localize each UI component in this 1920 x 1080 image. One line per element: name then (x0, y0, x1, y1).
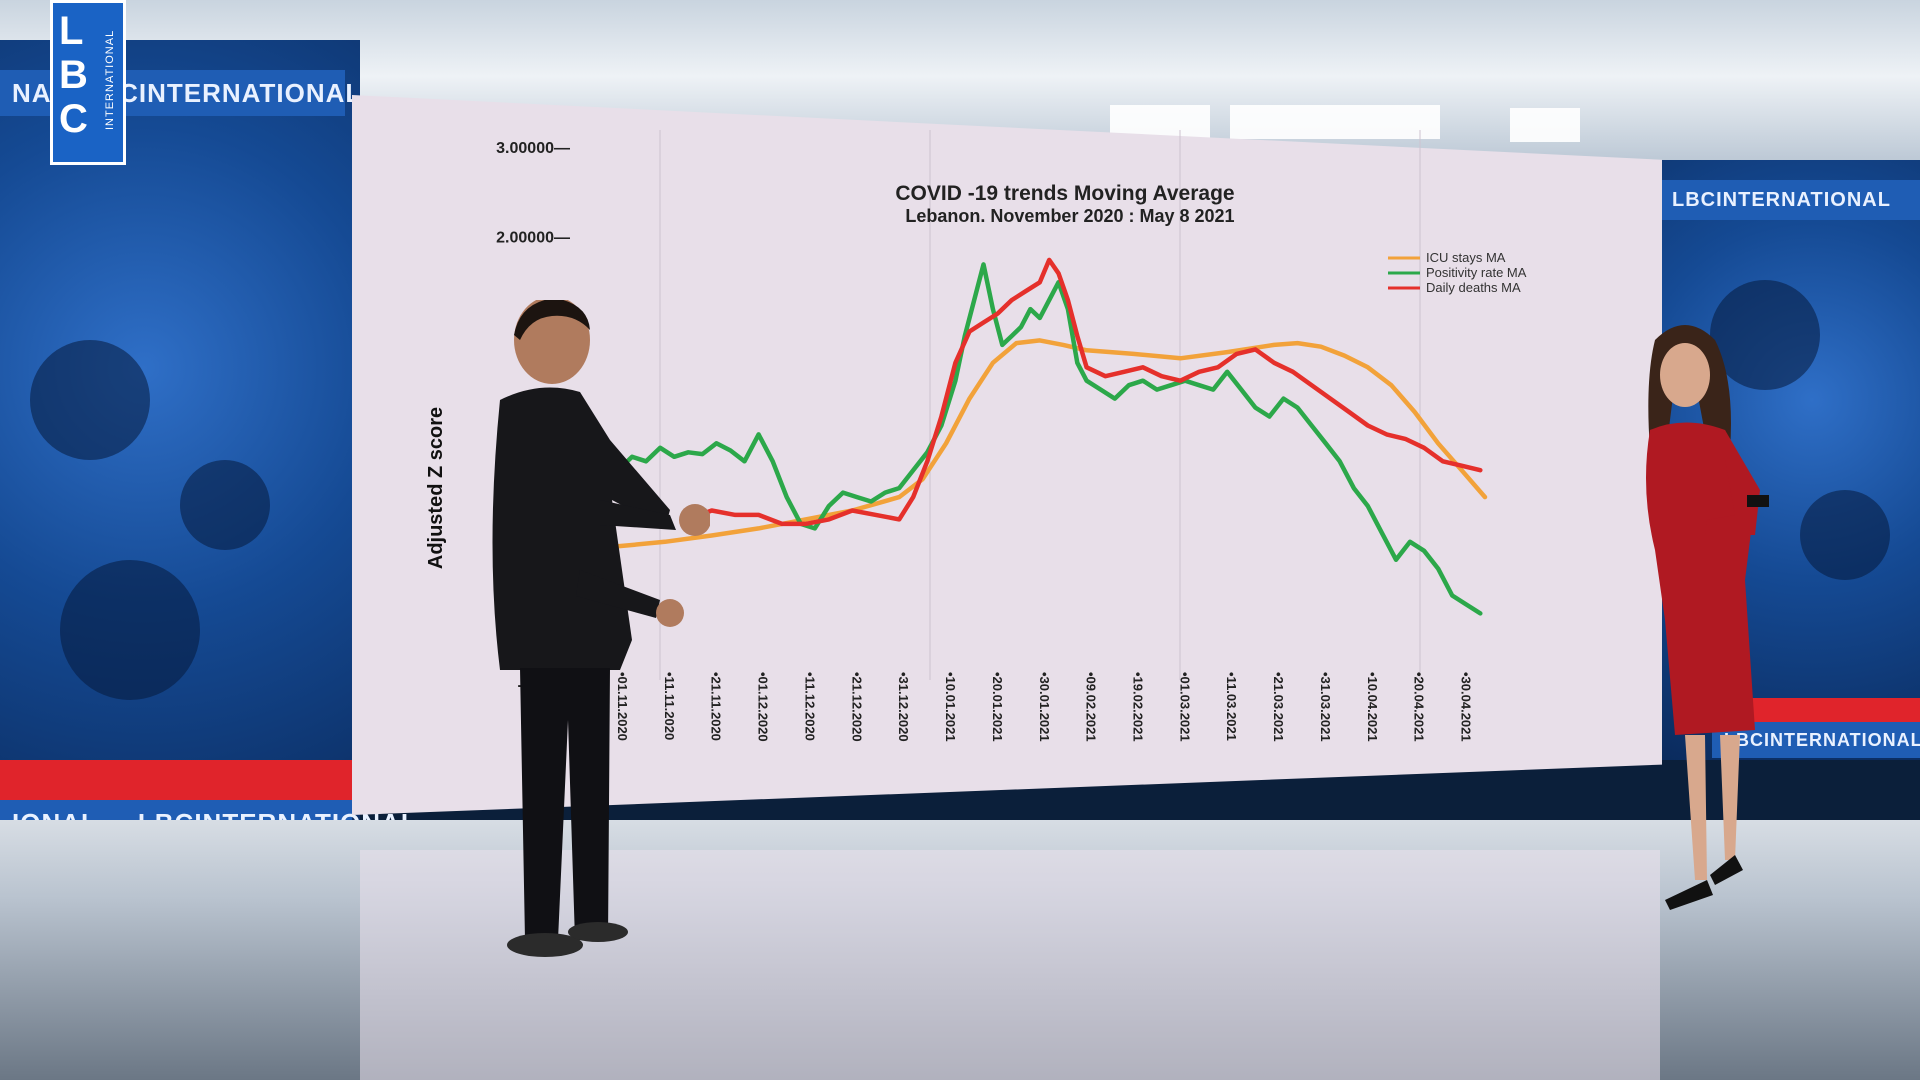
presenter-hand (679, 504, 711, 536)
ceiling-light (1230, 105, 1440, 139)
virus-graphic (1710, 280, 1820, 390)
presenter-legs (1685, 735, 1740, 880)
ceiling-light (1510, 108, 1580, 142)
x-axis-ticks: •01.11.2020 •11.11.2020 •21.11.2020 •01.12.… (615, 672, 1474, 742)
presenter-trousers (520, 668, 610, 940)
channel-logo: LBC (50, 0, 126, 165)
x-tick-label: •11.11.2020 (662, 672, 677, 740)
brand-strip-text: LBCINTERNATIONAL (1724, 729, 1920, 750)
series-line-daily-deaths-ma (686, 257, 1483, 527)
logo-text: LBC (59, 9, 88, 141)
chart-series (615, 257, 1488, 616)
x-tick-label: •10.04.2021 (1365, 672, 1380, 742)
virus-graphic (180, 460, 270, 550)
legend-label: Daily deaths MA (1426, 280, 1521, 295)
virus-graphic (60, 560, 200, 700)
x-tick-label: •20.04.2021 (1412, 672, 1427, 742)
y-tick-label: 3.00000— (496, 140, 570, 157)
presenter-hand (656, 599, 684, 627)
y-tick-label: 2.00000— (496, 230, 570, 247)
x-tick-label: •30.01.2021 (1037, 672, 1052, 742)
y-axis-label: Adjusted Z score (425, 407, 447, 569)
x-tick-label: •09.02.2021 (1084, 672, 1099, 742)
presenter-shoe (507, 933, 583, 957)
presenter-hair (514, 298, 590, 340)
presenter-arm (600, 500, 676, 530)
x-tick-label: •21.11.2020 (709, 672, 724, 741)
presenter-shoe (1710, 855, 1743, 885)
presenter-cuff (1747, 495, 1769, 507)
presenter-head (1660, 343, 1710, 407)
x-tick-label: •11.03.2021 (1224, 672, 1239, 741)
x-tick-label: •10.01.2021 (943, 672, 958, 742)
brand-strip-text: LBCINTERNATIONAL (82, 77, 363, 108)
virus-graphic (1800, 490, 1890, 580)
presenter-female (1595, 320, 1775, 930)
x-tick-label: •20.01.2021 (990, 672, 1005, 742)
presenter-male (480, 296, 711, 960)
presenter-dress (1646, 422, 1755, 735)
red-strip-left (0, 760, 352, 802)
virus-graphic (30, 340, 150, 460)
x-tick-label: •01.11.2020 (615, 672, 630, 741)
x-tick-label: •21.12.2020 (849, 672, 864, 742)
x-tick-label: •01.12.2020 (756, 672, 771, 742)
x-tick-label: •01.03.2021 (1177, 672, 1192, 742)
chart-grid (659, 130, 1421, 680)
legend-label: ICU stays MA (1426, 250, 1506, 265)
presenter-arm (1705, 430, 1760, 535)
brand-strip-right: LBCINTERNATIONAL (1660, 180, 1920, 220)
video-wall-left (0, 40, 360, 860)
presenter-shoe (1665, 880, 1713, 910)
brand-strip-text: LBCINTERNATIONAL (1672, 188, 1891, 211)
series-line-positivity-rate-ma (615, 262, 1483, 616)
legend-label: Positivity rate MA (1426, 265, 1527, 280)
chart-title: COVID -19 trends Moving Average (895, 182, 1234, 205)
presenter-arm-lower (576, 570, 660, 618)
x-tick-label: •19.02.2021 (1131, 672, 1146, 742)
x-tick-label: •30.04.2021 (1459, 672, 1474, 742)
chart-subtitle: Lebanon. November 2020 : May 8 2021 (905, 206, 1234, 226)
x-tick-label: •21.03.2021 (1271, 672, 1286, 742)
x-tick-label: •11.12.2020 (802, 672, 817, 741)
presenter-shoe (568, 922, 628, 942)
presenter-jacket (492, 387, 670, 670)
x-tick-label: •31.03.2021 (1318, 672, 1333, 742)
x-tick-label: •31.12.2020 (896, 672, 911, 742)
